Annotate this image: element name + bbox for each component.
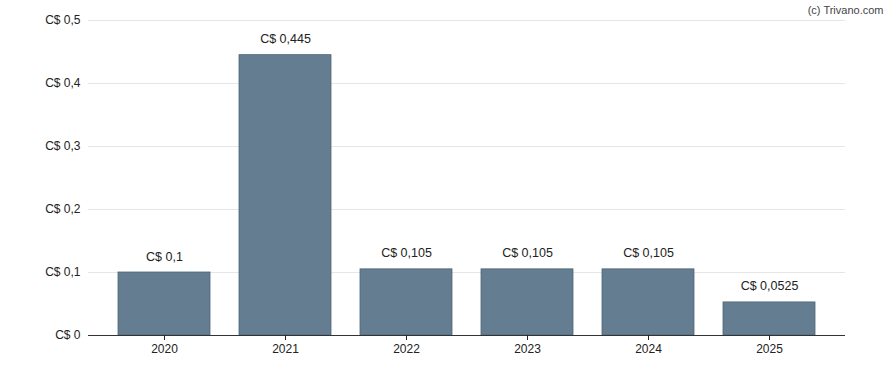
svg-text:2020: 2020 xyxy=(151,342,178,356)
svg-text:(c) Trivano.com: (c) Trivano.com xyxy=(808,4,884,16)
svg-text:2024: 2024 xyxy=(635,342,662,356)
svg-text:2021: 2021 xyxy=(272,342,299,356)
svg-text:2025: 2025 xyxy=(756,342,783,356)
svg-text:C$ 0,4: C$ 0,4 xyxy=(45,76,81,90)
svg-text:C$ 0,445: C$ 0,445 xyxy=(260,32,311,46)
svg-text:C$ 0: C$ 0 xyxy=(55,328,81,342)
svg-text:C$ 0,1: C$ 0,1 xyxy=(45,265,81,279)
svg-text:C$ 0,2: C$ 0,2 xyxy=(45,202,81,216)
svg-text:C$ 0,105: C$ 0,105 xyxy=(381,246,432,260)
svg-text:C$ 0,1: C$ 0,1 xyxy=(146,250,183,264)
svg-text:C$ 0,0525: C$ 0,0525 xyxy=(741,279,799,293)
svg-text:C$ 0,3: C$ 0,3 xyxy=(45,139,81,153)
svg-text:C$ 0,5: C$ 0,5 xyxy=(45,13,81,27)
svg-text:C$ 0,105: C$ 0,105 xyxy=(502,246,553,260)
svg-text:2023: 2023 xyxy=(514,342,541,356)
svg-text:2022: 2022 xyxy=(393,342,420,356)
svg-text:C$ 0,105: C$ 0,105 xyxy=(623,246,674,260)
